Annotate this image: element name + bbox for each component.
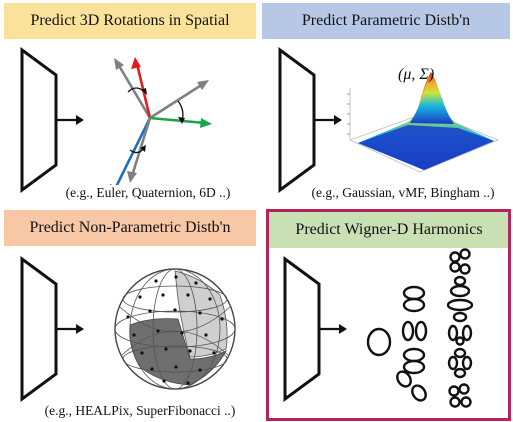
panel-nonparametric-caption: (e.g., HEALPix, SuperFibonacci ..)	[22, 403, 258, 419]
plot-floor	[348, 111, 500, 173]
panel-nonparametric-title: Predict Non-Parametric Distb'n	[4, 210, 256, 246]
gaussian-surface-plot	[347, 72, 500, 173]
plot-z-ticks	[347, 93, 350, 135]
panel-rotations-caption: (e.g., Euler, Quaternion, 6D ..)	[38, 185, 258, 201]
rotation-axes	[110, 57, 212, 196]
panel-wigner: Predict Wigner-D Harmonics	[263, 207, 513, 422]
encoder-trapezoid	[20, 256, 58, 402]
healpix-sphere	[114, 268, 236, 390]
encoder-trapezoid	[283, 256, 321, 402]
gray-arrowhead-up-left	[114, 58, 124, 70]
gray-arrowhead-up-right	[197, 80, 209, 90]
sphere-grid	[114, 268, 236, 390]
panel-rotations-title: Predict 3D Rotations in Spatial	[4, 3, 256, 39]
output-arrowhead	[334, 115, 342, 125]
angle-arc-bottom-arrow	[140, 145, 146, 152]
parametric-figure	[278, 47, 500, 193]
encoder-trapezoid	[278, 47, 316, 193]
gaussian-base	[358, 125, 494, 170]
output-arrowhead	[76, 115, 84, 125]
blue-axis	[113, 117, 152, 190]
panel-parametric: Predict Parametric Distb'n	[258, 0, 513, 207]
panel-parametric-title: Predict Parametric Distb'n	[262, 3, 510, 39]
parametric-formula: (μ, Σ)	[398, 66, 435, 83]
green-arrowhead	[200, 118, 212, 128]
gray-axis-up-right	[149, 82, 204, 120]
wigner-figure	[283, 248, 474, 408]
output-arrowhead	[76, 324, 84, 334]
gray-axis-up-left	[116, 63, 152, 119]
rotations-figure	[20, 47, 212, 196]
panel-parametric-caption: (e.g., Gaussian, vMF, Bingham ..)	[294, 185, 512, 201]
angle-arc-top-arrow	[141, 88, 147, 95]
harmonic-l0	[366, 327, 392, 357]
angle-arc-right-arrow	[178, 117, 185, 124]
panel-rotations: Predict 3D Rotations in Spatial (e.	[0, 0, 258, 207]
sample-dots	[126, 275, 224, 385]
gray-axis-down	[130, 117, 152, 177]
panel-nonparametric: Predict Non-Parametric Distb'n	[0, 207, 258, 422]
green-axis	[149, 116, 206, 125]
panel-wigner-title: Predict Wigner-D Harmonics	[269, 212, 509, 248]
harmonic-l2	[446, 248, 474, 408]
gaussian-peak	[410, 72, 454, 124]
red-arrowhead	[131, 57, 141, 69]
nonparametric-figure	[20, 256, 236, 402]
encoder-trapezoid	[20, 47, 58, 193]
gray-arrowhead-down	[127, 171, 137, 183]
harmonic-lobes	[366, 248, 474, 408]
output-arrowhead	[339, 324, 347, 334]
harmonic-l1	[396, 285, 428, 402]
